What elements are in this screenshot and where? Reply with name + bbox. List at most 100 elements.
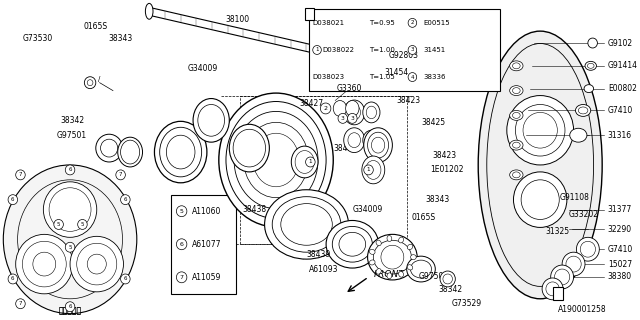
Circle shape [313,45,321,54]
Text: 38343: 38343 [108,34,132,43]
Text: G7410: G7410 [608,106,633,115]
Circle shape [120,195,130,204]
Circle shape [54,220,63,229]
Ellipse shape [570,128,587,142]
Text: 6: 6 [124,197,127,202]
Text: 38438: 38438 [243,205,267,214]
Circle shape [16,170,25,180]
Text: 0165S: 0165S [83,22,108,31]
Ellipse shape [584,85,593,92]
Circle shape [364,165,373,175]
Bar [309,9,500,91]
Circle shape [588,38,597,48]
Text: 7: 7 [180,275,184,280]
Text: 38342: 38342 [61,116,84,125]
Text: 31316: 31316 [608,131,632,140]
Text: A61093: A61093 [308,265,338,274]
Circle shape [348,113,357,123]
Text: G3360: G3360 [337,84,362,93]
Ellipse shape [585,61,596,70]
Text: 〈後方図〉: 〈後方図〉 [58,306,82,315]
Ellipse shape [376,268,381,274]
Circle shape [513,172,567,228]
Text: 2: 2 [411,20,414,25]
Circle shape [550,265,573,289]
Ellipse shape [369,260,375,265]
Bar [552,287,563,300]
Text: /: / [99,76,101,82]
Circle shape [77,220,87,229]
Text: 38380: 38380 [608,272,632,282]
Ellipse shape [387,236,392,242]
Ellipse shape [333,100,347,116]
Ellipse shape [410,255,416,260]
Ellipse shape [407,244,413,250]
Text: D038021: D038021 [312,20,344,26]
Text: 38343: 38343 [426,195,450,204]
Circle shape [305,157,315,167]
Ellipse shape [387,273,392,279]
Text: 38100: 38100 [225,15,250,24]
Text: T=0.95: T=0.95 [369,20,396,26]
Circle shape [120,274,130,284]
Ellipse shape [291,146,318,178]
Circle shape [177,272,187,283]
Text: 31325: 31325 [545,227,569,236]
Text: A: A [307,10,312,19]
Text: 6: 6 [124,276,127,282]
Bar [171,195,236,294]
Text: 7: 7 [119,172,122,177]
Text: A11059: A11059 [192,273,221,282]
Bar [305,8,314,20]
Text: G9102: G9102 [608,38,633,48]
Circle shape [408,45,417,54]
Text: G34009: G34009 [353,205,383,214]
Text: 5: 5 [81,222,84,227]
Text: 31454: 31454 [385,68,409,77]
Text: D038022: D038022 [323,47,355,53]
Text: G97501: G97501 [419,272,449,282]
Circle shape [65,242,75,252]
Text: 6: 6 [11,276,15,282]
Text: G33202: G33202 [569,210,599,219]
Ellipse shape [145,4,153,19]
Text: 4: 4 [411,75,414,80]
Text: 6: 6 [180,242,184,247]
Text: 38342: 38342 [438,285,462,294]
Ellipse shape [229,124,269,172]
Text: 38336: 38336 [424,74,446,80]
Ellipse shape [219,93,333,227]
Text: 6: 6 [68,167,72,172]
Circle shape [44,182,97,237]
Ellipse shape [364,128,392,163]
Ellipse shape [367,234,417,280]
Text: G73530: G73530 [22,34,52,43]
Text: A: A [554,289,561,298]
Text: G97501: G97501 [57,131,87,140]
Text: 38427: 38427 [299,99,323,108]
Text: 〈後方図〉: 〈後方図〉 [58,306,82,315]
Text: 3: 3 [341,116,345,121]
Text: 32290: 32290 [608,225,632,234]
Text: G7410: G7410 [608,245,633,254]
Text: 2: 2 [324,106,328,111]
Text: 3: 3 [411,47,414,52]
Ellipse shape [344,128,365,153]
Text: FRONT: FRONT [373,269,404,278]
Circle shape [408,19,417,27]
Text: G34009: G34009 [188,64,218,73]
Circle shape [16,299,25,309]
Text: 1: 1 [367,167,371,172]
Circle shape [542,278,563,300]
Ellipse shape [509,86,523,96]
Text: 38423: 38423 [396,96,420,105]
Text: 5: 5 [180,209,184,214]
Ellipse shape [509,170,523,180]
Text: 31377: 31377 [608,205,632,214]
Circle shape [507,96,573,165]
Ellipse shape [509,140,523,150]
Text: 5: 5 [68,245,72,250]
Ellipse shape [509,61,523,71]
Ellipse shape [193,99,229,142]
Text: 38425: 38425 [333,144,357,153]
